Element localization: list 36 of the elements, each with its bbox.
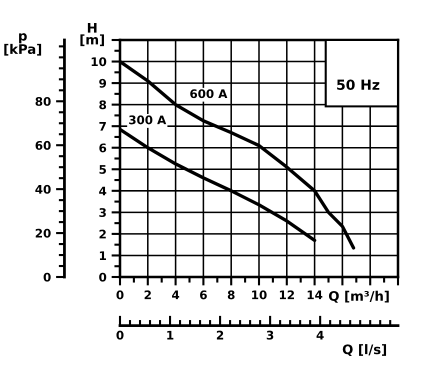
series-label: 600 A (190, 89, 228, 98)
y-tick-label: 6 (99, 143, 106, 152)
x2-tick-label: 3 (266, 330, 274, 340)
y-tick-label: 2 (100, 230, 106, 238)
y-tick-label: 8 (99, 100, 106, 110)
x2-tick-label: 4 (316, 330, 324, 340)
y-tick-label: 5 (100, 165, 106, 174)
x-tick-label: 4 (172, 290, 180, 300)
x-axis-title: Q [m³/h] (328, 290, 389, 303)
x-tick-label: 8 (228, 290, 235, 300)
annotation: 50 Hz (337, 79, 380, 90)
x-tick-label: 10 (252, 290, 267, 300)
y-tick-label: 0 (99, 272, 106, 282)
y-tick-label: 1 (100, 251, 106, 260)
x-tick-label: 14 (308, 290, 322, 300)
x-tick-label: 6 (200, 290, 207, 300)
x2-axis-title: Q [l/s] (342, 344, 386, 356)
y2-tick-label: 20 (36, 228, 51, 238)
y2-tick-label: 40 (35, 184, 51, 194)
y-tick-label: 10 (92, 57, 106, 66)
x2-tick-label: 1 (167, 330, 174, 340)
y-tick-label: 4 (99, 186, 106, 196)
y2-axis-title: p [kPa] (4, 33, 42, 56)
x2-tick-label: 2 (216, 330, 224, 340)
y-axis-title: H [m] (80, 22, 104, 46)
y-tick-label: 7 (99, 122, 106, 131)
x-tick-label: 2 (144, 290, 151, 300)
series-label: 300 A (129, 115, 166, 124)
y-tick-label: 9 (99, 78, 106, 88)
x2-tick-label: 0 (116, 330, 124, 340)
y2-tick-label: 0 (44, 272, 51, 282)
y2-tick-label: 60 (36, 140, 51, 150)
y-tick-label: 3 (99, 208, 106, 218)
x-tick-label: 12 (280, 290, 294, 300)
x-tick-label: 0 (116, 290, 124, 300)
y2-tick-label: 80 (36, 97, 51, 106)
